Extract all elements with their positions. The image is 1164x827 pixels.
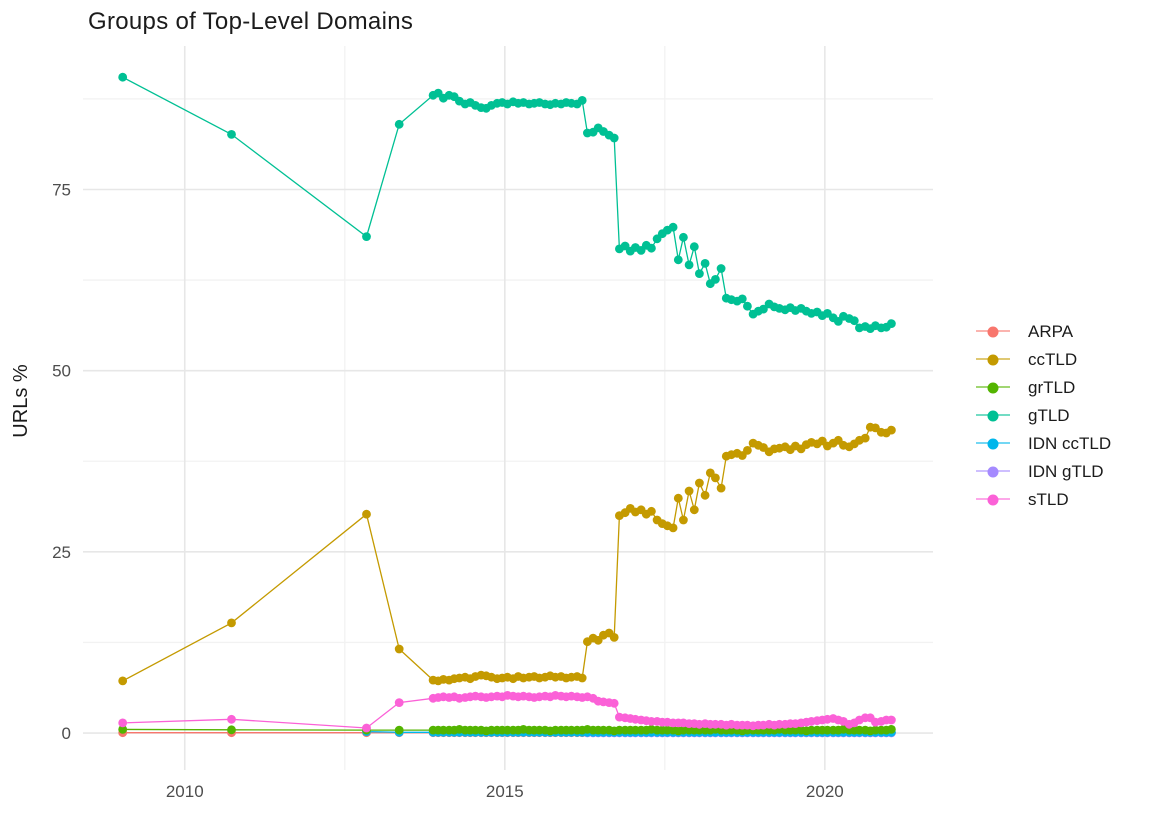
legend-label: sTLD	[1028, 489, 1069, 509]
series-point-cctld	[647, 506, 656, 516]
legend-item-stld: sTLD	[976, 490, 1111, 509]
series-point-cctld	[394, 644, 404, 654]
legend-label: ccTLD	[1028, 349, 1078, 369]
series-point-stld	[609, 698, 619, 708]
series-point-gtld	[227, 130, 236, 139]
legend-key-dot	[987, 410, 999, 421]
series-point-gtld	[577, 96, 587, 105]
legend-key-dot	[987, 494, 999, 505]
series-point-gtld	[679, 232, 688, 242]
chart-title: Groups of Top-Level Domains	[88, 8, 414, 35]
series-point-cctld	[609, 633, 619, 642]
legend-item-gtld: gTLD	[976, 406, 1111, 425]
legend-key-icon	[976, 406, 1010, 425]
legend-item-grtld: grTLD	[976, 378, 1111, 397]
series-point-gtld	[362, 232, 371, 242]
series-point-stld	[118, 718, 128, 728]
series-point-cctld	[118, 676, 128, 686]
series-point-cctld	[695, 478, 704, 488]
series-point-gtld	[689, 242, 699, 252]
legend-key-icon	[976, 350, 1010, 369]
series-point-cctld	[711, 473, 720, 483]
legend-item-idn-gtld: IDN gTLD	[976, 462, 1111, 481]
series-point-stld	[887, 715, 896, 725]
series-point-gtld	[394, 119, 404, 129]
legend-key-dot	[987, 326, 999, 337]
series-point-gtld	[759, 304, 768, 314]
legend-key-icon	[976, 490, 1010, 509]
legend-label: gTLD	[1028, 405, 1070, 425]
series-point-cctld	[860, 433, 870, 443]
series-point-gtld	[673, 255, 683, 265]
series-point-gtld	[647, 243, 656, 253]
series-point-cctld	[700, 490, 710, 500]
series-point-gtld	[849, 316, 859, 326]
legend-key-dot	[987, 354, 999, 365]
legend-key-icon	[976, 434, 1010, 453]
series-point-gtld	[695, 269, 704, 278]
legend-item-arpa: ARPA	[976, 322, 1111, 341]
legend-label: ARPA	[1028, 321, 1074, 341]
series-point-cctld	[743, 446, 752, 455]
legend: ARPA ccTLD grTLD gTLD IDN ccTLD IDN gTLD sTLD	[976, 322, 1111, 509]
legend-item-idn-cctld: IDN ccTLD	[976, 434, 1111, 453]
series-point-stld	[227, 714, 236, 724]
series-point-gtld	[700, 259, 710, 268]
series-point-cctld	[227, 618, 236, 628]
series-line-gtld	[122, 76, 892, 330]
series-point-grtld	[887, 725, 896, 734]
series-point-cctld	[689, 505, 699, 515]
legend-key-icon	[976, 378, 1010, 397]
series-point-gtld	[711, 275, 720, 284]
x-axis-tick-label: 2015	[486, 782, 524, 801]
series-point-cctld	[577, 673, 587, 683]
series-point-stld	[362, 723, 371, 733]
x-axis-tick-label: 2010	[166, 782, 204, 801]
series-point-gtld	[668, 222, 678, 232]
y-axis-tick-label: 0	[62, 724, 71, 743]
series-point-cctld	[716, 483, 726, 493]
legend-label: IDN gTLD	[1028, 461, 1104, 481]
y-axis-tick-label: 50	[52, 362, 71, 381]
series-point-gtld	[887, 319, 896, 328]
series-point-gtld	[716, 264, 726, 273]
series-point-gtld	[609, 133, 619, 143]
y-axis-tick-label: 75	[52, 180, 71, 199]
legend-key-icon	[976, 462, 1010, 481]
series-point-cctld	[362, 509, 371, 519]
series-point-gtld	[684, 260, 694, 270]
legend-label: grTLD	[1028, 377, 1076, 397]
series-point-gtld	[737, 294, 747, 304]
series-point-gtld	[743, 301, 752, 311]
legend-key-dot	[987, 438, 999, 449]
series-point-cctld	[673, 493, 683, 503]
series-point-stld	[394, 698, 404, 707]
x-axis-tick-label: 2020	[806, 782, 844, 801]
y-axis-tick-label: 25	[52, 543, 71, 562]
series-point-gtld	[118, 72, 128, 82]
series-point-cctld	[684, 486, 694, 496]
legend-key-dot	[987, 382, 999, 393]
series-point-grtld	[227, 725, 236, 735]
legend-label: IDN ccTLD	[1028, 433, 1112, 453]
series-point-grtld	[118, 725, 128, 734]
legend-item-cctld: ccTLD	[976, 350, 1111, 369]
series-point-cctld	[668, 523, 678, 533]
series-point-cctld	[887, 425, 896, 435]
series-point-cctld	[679, 515, 688, 525]
series-point-grtld	[394, 725, 404, 735]
legend-key-dot	[987, 466, 999, 477]
legend-key-icon	[976, 322, 1010, 341]
